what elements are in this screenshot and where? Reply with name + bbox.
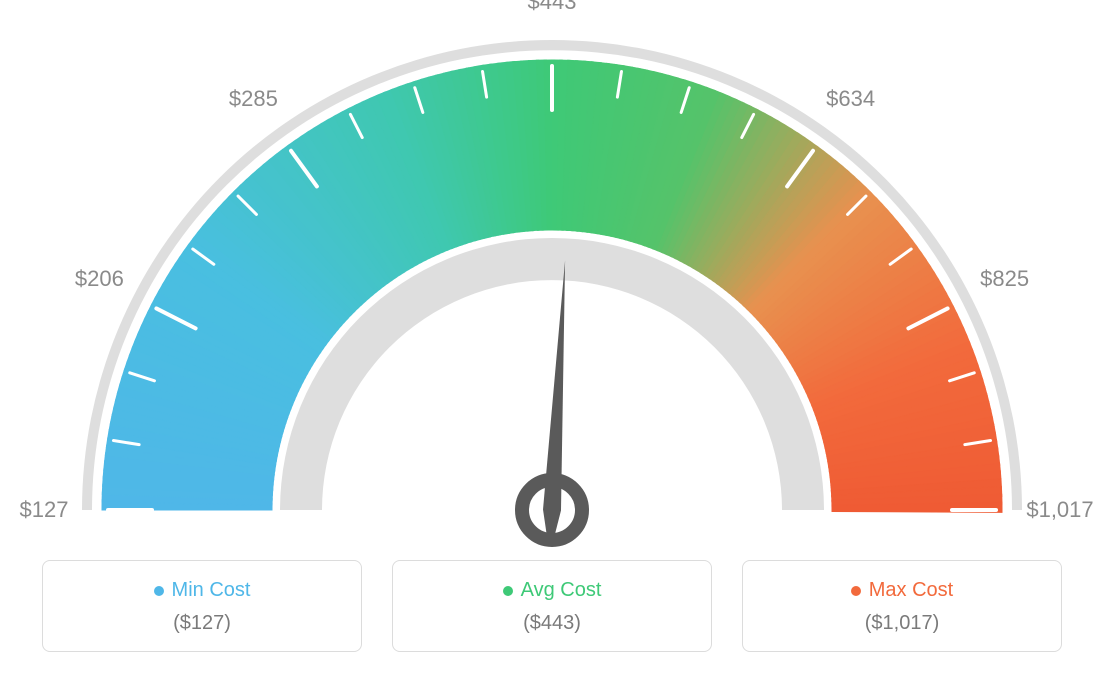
legend-card: Min Cost ($127) — [42, 560, 362, 652]
legend-dot-icon — [851, 586, 861, 596]
gauge-tick-label: $127 — [20, 497, 69, 523]
legend-card: Avg Cost ($443) — [392, 560, 712, 652]
legend-label: Min Cost — [172, 579, 251, 602]
legend-value: ($443) — [403, 612, 701, 635]
legend-dot-icon — [503, 586, 513, 596]
gauge-svg — [0, 0, 1104, 560]
gauge-tick-label: $443 — [528, 0, 577, 15]
gauge-tick-label: $285 — [229, 86, 278, 112]
gauge-tick-label: $206 — [75, 266, 124, 292]
gauge-tick-label: $1,017 — [1026, 497, 1093, 523]
legend-value: ($127) — [53, 612, 351, 635]
legend-value: ($1,017) — [753, 612, 1051, 635]
gauge-tick-label: $634 — [826, 86, 875, 112]
legend-label: Avg Cost — [521, 579, 602, 602]
legend-card: Max Cost ($1,017) — [742, 560, 1062, 652]
legend-dot-icon — [154, 586, 164, 596]
legend-title: Max Cost — [851, 579, 953, 602]
legend-row: Min Cost ($127) Avg Cost ($443) Max Cost ($1,… — [0, 560, 1104, 652]
legend-label: Max Cost — [869, 579, 953, 602]
legend-title: Min Cost — [154, 579, 251, 602]
gauge-chart: $127 $206 $285 $443 $634 $825 $1,017 — [0, 0, 1104, 560]
legend-title: Avg Cost — [503, 579, 602, 602]
gauge-tick-label: $825 — [980, 266, 1029, 292]
